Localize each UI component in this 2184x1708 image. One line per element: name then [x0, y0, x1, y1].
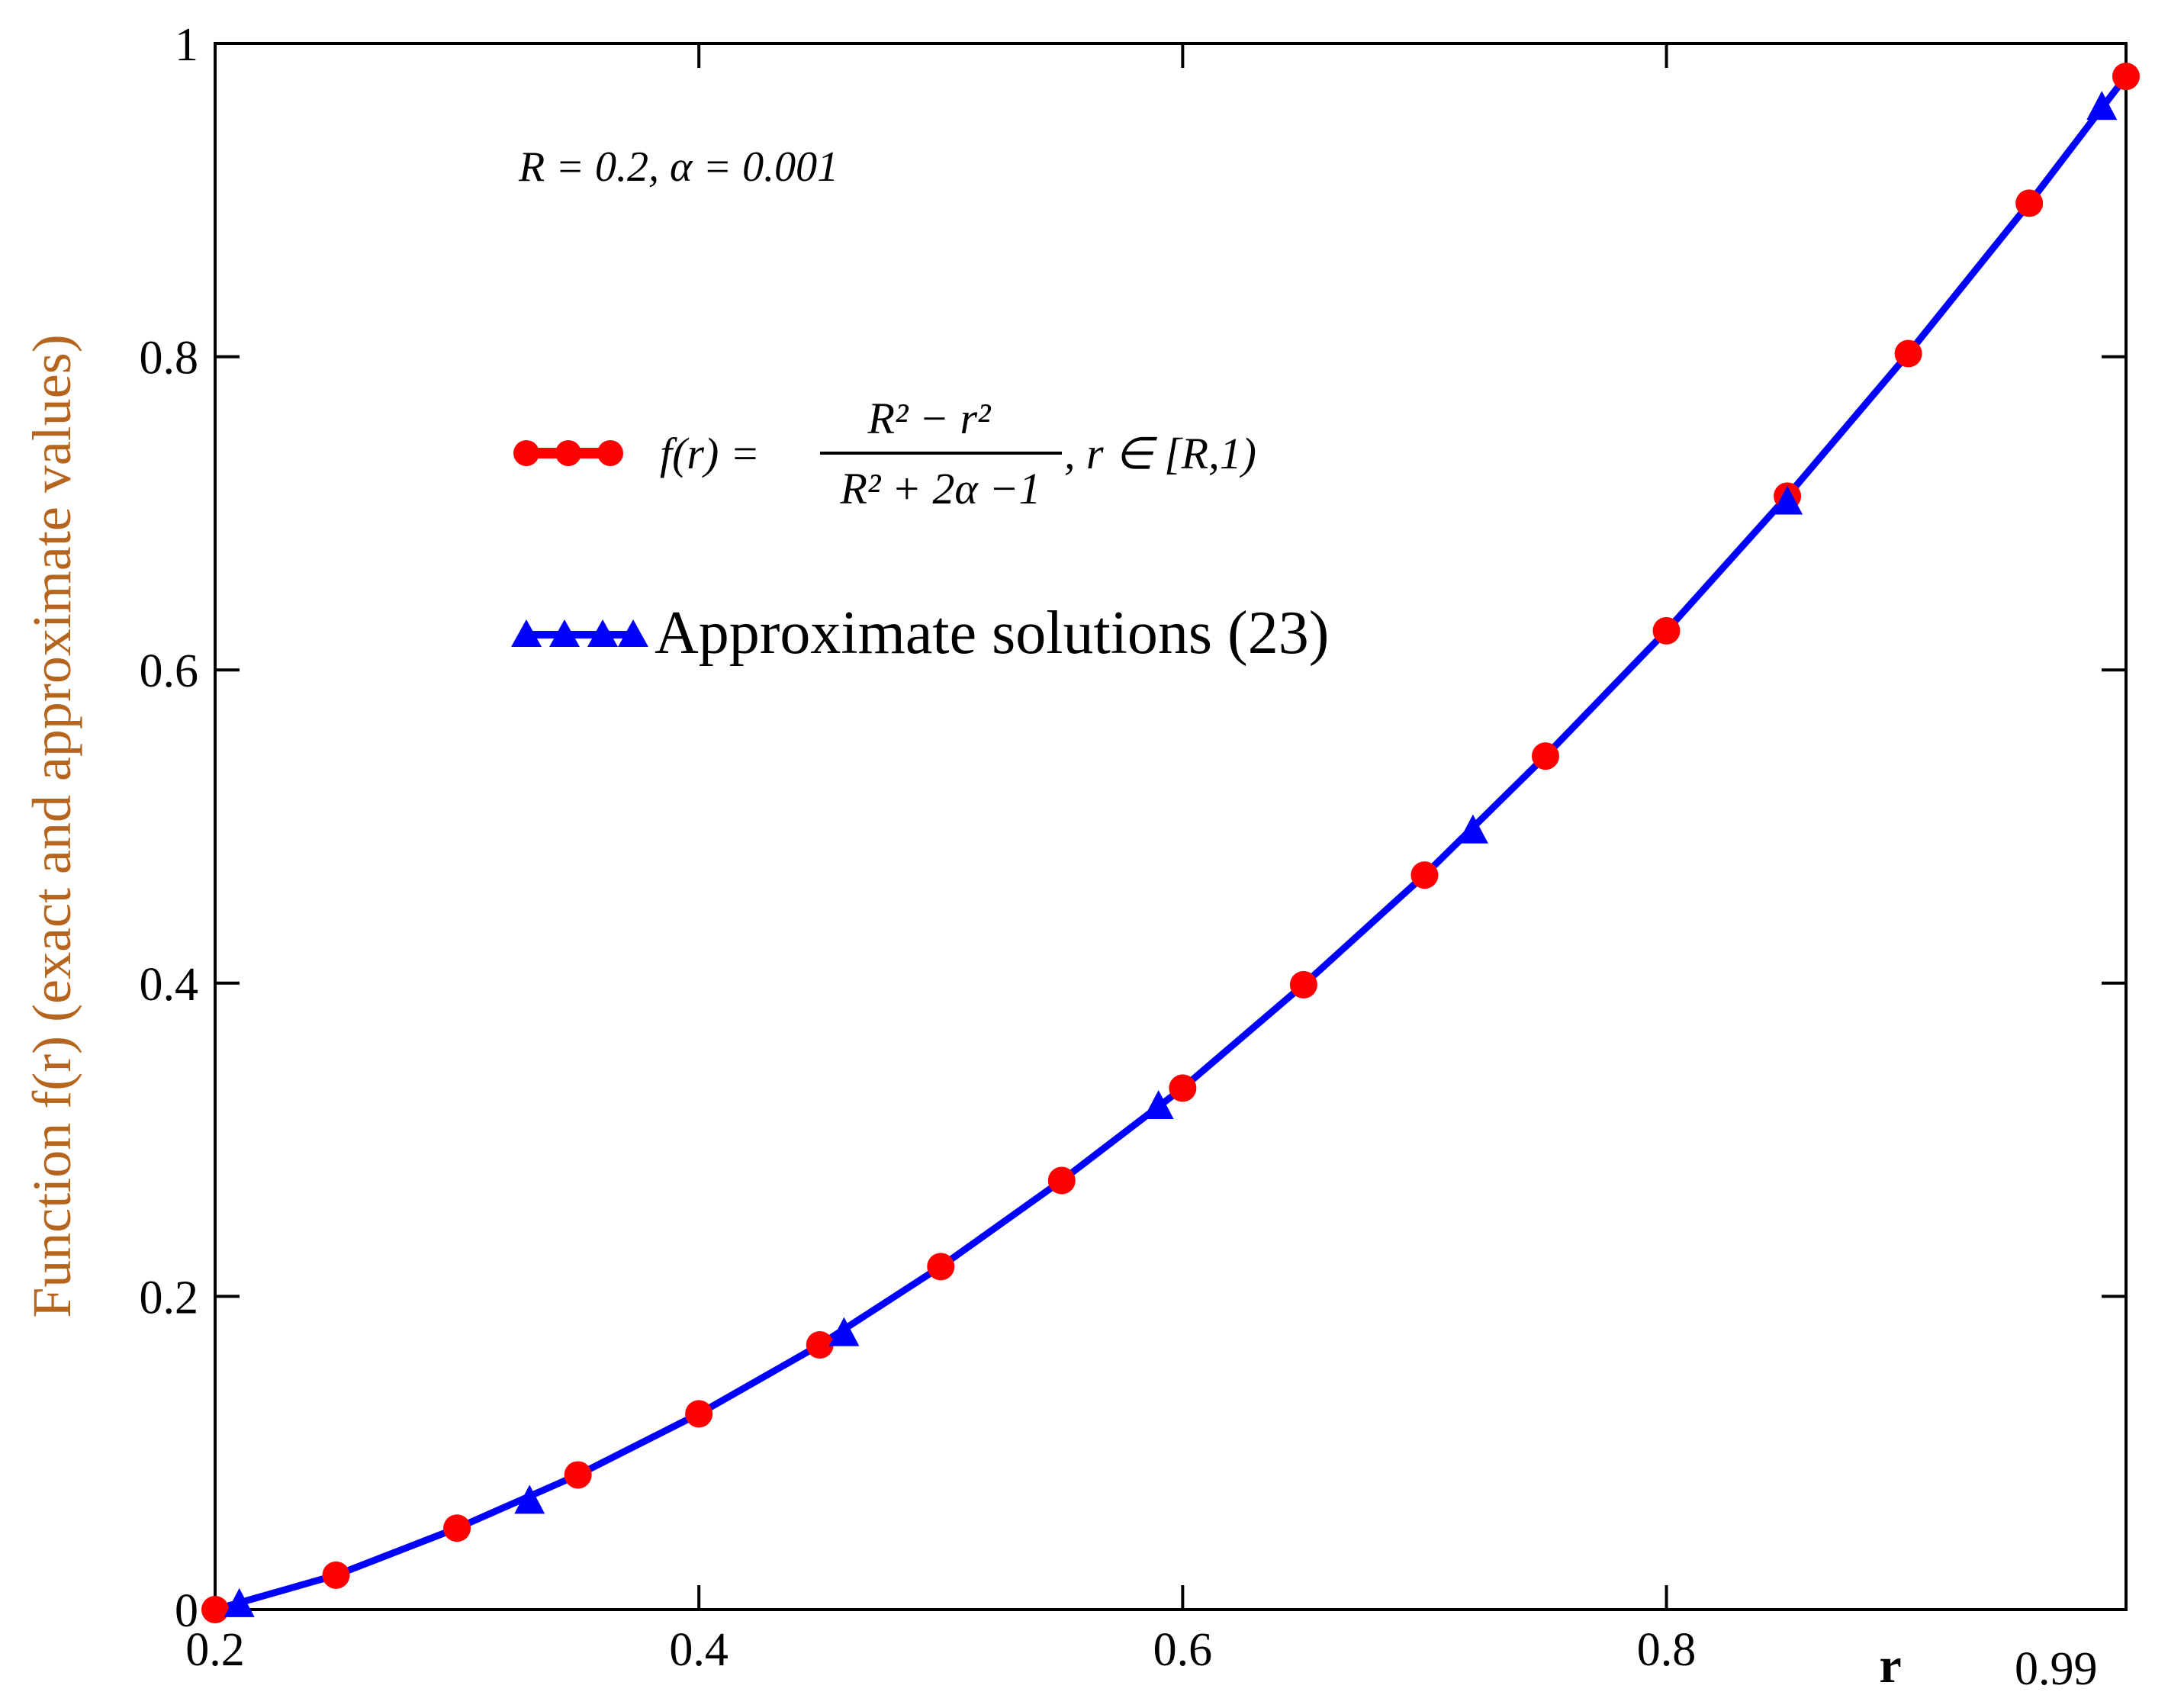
exact-point: [1169, 1074, 1197, 1102]
legend-exact-marker: [513, 440, 623, 466]
exact-point: [2112, 63, 2140, 91]
exact-point: [927, 1253, 955, 1281]
y-tick-label: 0.8: [140, 333, 199, 384]
legend: f(r) = R² − r² R² + 2α −1 , r ∈ [R,1) Ap…: [511, 394, 1329, 667]
y-tick-label: 0.6: [140, 645, 199, 697]
axis-ticks: [214, 42, 2128, 1611]
x-tick-label: 0.6: [1153, 1624, 1213, 1676]
series-approx-markers: [224, 91, 2118, 1617]
parameter-annotation: R = 0.2, α = 0.001: [518, 143, 838, 191]
exact-point: [1410, 861, 1439, 889]
legend-exact-prefix: f(r) =: [660, 429, 760, 478]
approx-marker: [224, 1587, 255, 1617]
legend-exact-numerator: R² − r²: [867, 394, 992, 443]
approx-marker: [1457, 814, 1488, 844]
series-approx-line: [214, 74, 2129, 1613]
y-axis-label: Function f(r) (exact and approximate val…: [21, 334, 82, 1318]
exact-point: [1894, 339, 1922, 368]
plot-frame: [214, 42, 2128, 1611]
legend-approx-label: Approximate solutions (23): [655, 600, 1329, 667]
approx-marker: [1143, 1089, 1174, 1119]
series-exact-points: [201, 63, 2140, 1623]
y-tick-label: 0.4: [140, 959, 199, 1011]
x-tick-label: 0.99: [2015, 1643, 2098, 1695]
legend-exact-denominator: R² + 2α −1: [839, 464, 1041, 513]
x-tick-label: 0.8: [1637, 1624, 1697, 1676]
legend-approx-marker: [511, 619, 648, 647]
approx-marker: [2086, 91, 2118, 121]
exact-point: [1047, 1166, 1076, 1195]
approx-marker: [828, 1317, 860, 1346]
x-axis-label: r: [1879, 1638, 1901, 1694]
x-tick-label: 0.2: [185, 1624, 245, 1676]
y-tick-label: 0.2: [140, 1272, 199, 1324]
approx-marker: [1772, 485, 1803, 515]
exact-point: [564, 1461, 592, 1489]
y-tick-label: 1: [175, 19, 198, 71]
exact-point: [1531, 742, 1559, 770]
exact-point: [685, 1400, 713, 1428]
exact-point: [2015, 189, 2044, 217]
exact-point: [1652, 616, 1681, 645]
exact-point: [443, 1514, 471, 1542]
x-tick-label: 0.4: [669, 1624, 729, 1676]
approx-marker: [514, 1484, 545, 1514]
legend-exact-suffix: , r ∈ [R,1): [1064, 429, 1256, 478]
exact-point: [201, 1596, 229, 1623]
exact-point: [322, 1561, 350, 1589]
y-tick-label: 0: [175, 1585, 198, 1637]
approx-series-line: [214, 74, 2129, 1613]
exact-point: [806, 1331, 834, 1359]
exact-point: [1289, 970, 1317, 999]
